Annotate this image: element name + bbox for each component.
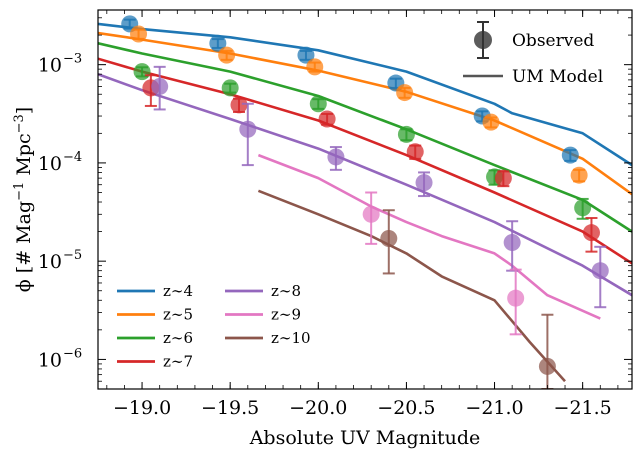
legend-label-6: z∼10 [271, 329, 311, 347]
legend-label-4: z∼8 [271, 282, 301, 300]
y-axis-title-main: ϕ [# Mag [13, 201, 35, 292]
data-point-4-0 [151, 77, 169, 95]
y-axis-title-exp2: −3 [12, 114, 27, 133]
data-point-2-3 [397, 125, 415, 143]
legend-observed-marker [474, 31, 492, 49]
data-point-4-5 [591, 262, 609, 280]
plot-layer [98, 15, 632, 389]
model-line-4 [98, 72, 632, 297]
data-point-0-1 [209, 34, 227, 52]
y-tick-exponent-2: −4 [63, 150, 82, 165]
data-point-1-4 [482, 113, 500, 131]
x-tick-label-2: −20.0 [289, 397, 347, 419]
y-tick-exponent-1: −5 [63, 248, 82, 263]
legend-observed-label: Observed [512, 31, 594, 51]
y-tick-exponent-0: −6 [63, 346, 82, 361]
x-tick-label-0: −19.0 [113, 397, 171, 419]
model-line-5 [257, 153, 601, 320]
legend-series: z∼4 z∼5 z∼6 z∼7 z∼8 z∼9 z∼10 [117, 282, 311, 371]
x-tick-label-4: −21.0 [465, 397, 523, 419]
data-point-3-3 [406, 143, 424, 161]
legend-label-3: z∼7 [163, 353, 193, 371]
data-point-1-5 [570, 166, 588, 184]
x-axis-title: Absolute UV Magnitude [249, 427, 481, 449]
data-point-1-0 [130, 25, 148, 43]
model-line-2 [98, 42, 632, 233]
model-line-0 [98, 22, 632, 167]
data-point-0-5 [561, 146, 579, 164]
x-tick-label-3: −20.5 [377, 397, 435, 419]
data-point-1-2 [306, 58, 324, 76]
data-point-3-2 [318, 110, 336, 128]
x-tick-label-1: −19.5 [201, 397, 259, 419]
data-point-3-5 [582, 224, 600, 242]
data-point-5-1 [507, 289, 525, 307]
y-tick-label-0: 10 [38, 349, 62, 371]
data-point-5-0 [362, 205, 380, 223]
data-point-2-5 [574, 199, 592, 217]
data-point-6-0 [380, 230, 398, 248]
x-tick-label-5: −21.5 [554, 397, 612, 419]
legend-label-2: z∼6 [163, 329, 193, 347]
plot-frame [97, 9, 633, 390]
legend-label-1: z∼5 [163, 306, 193, 324]
legend-label-0: z∼4 [163, 282, 193, 300]
y-tick-label-1: 10 [38, 251, 62, 273]
data-point-4-2 [327, 148, 345, 166]
tick-layer: −19.0 −19.5 −20.0 −20.5 −21.0 −21.510−610−510… [38, 10, 632, 419]
data-point-2-2 [309, 95, 327, 113]
data-point-6-1 [538, 357, 556, 375]
y-axis-title-exp1: −1 [12, 182, 27, 201]
data-point-4-4 [503, 233, 521, 251]
y-tick-label-2: 10 [38, 153, 62, 175]
data-point-3-1 [230, 96, 248, 114]
data-point-0-2 [297, 46, 315, 64]
y-axis-title: ϕ [# Mag−1 Mpc−3] [12, 107, 35, 292]
data-point-1-1 [218, 46, 236, 64]
y-axis-title-close: ] [13, 107, 35, 114]
data-point-3-4 [494, 169, 512, 187]
legend-markers: Observed UM Model [463, 21, 603, 87]
data-point-1-3 [396, 84, 414, 102]
data-point-4-1 [239, 120, 257, 138]
legend-model-label: UM Model [512, 67, 603, 87]
y-axis-title-unit: Mpc [13, 133, 35, 181]
data-point-2-0 [133, 63, 151, 81]
legend-label-5: z∼9 [271, 306, 301, 324]
model-line-6 [257, 189, 566, 383]
y-tick-exponent-3: −3 [63, 52, 82, 67]
data-point-2-1 [221, 79, 239, 97]
data-point-4-3 [415, 174, 433, 192]
y-tick-label-3: 10 [38, 55, 62, 77]
